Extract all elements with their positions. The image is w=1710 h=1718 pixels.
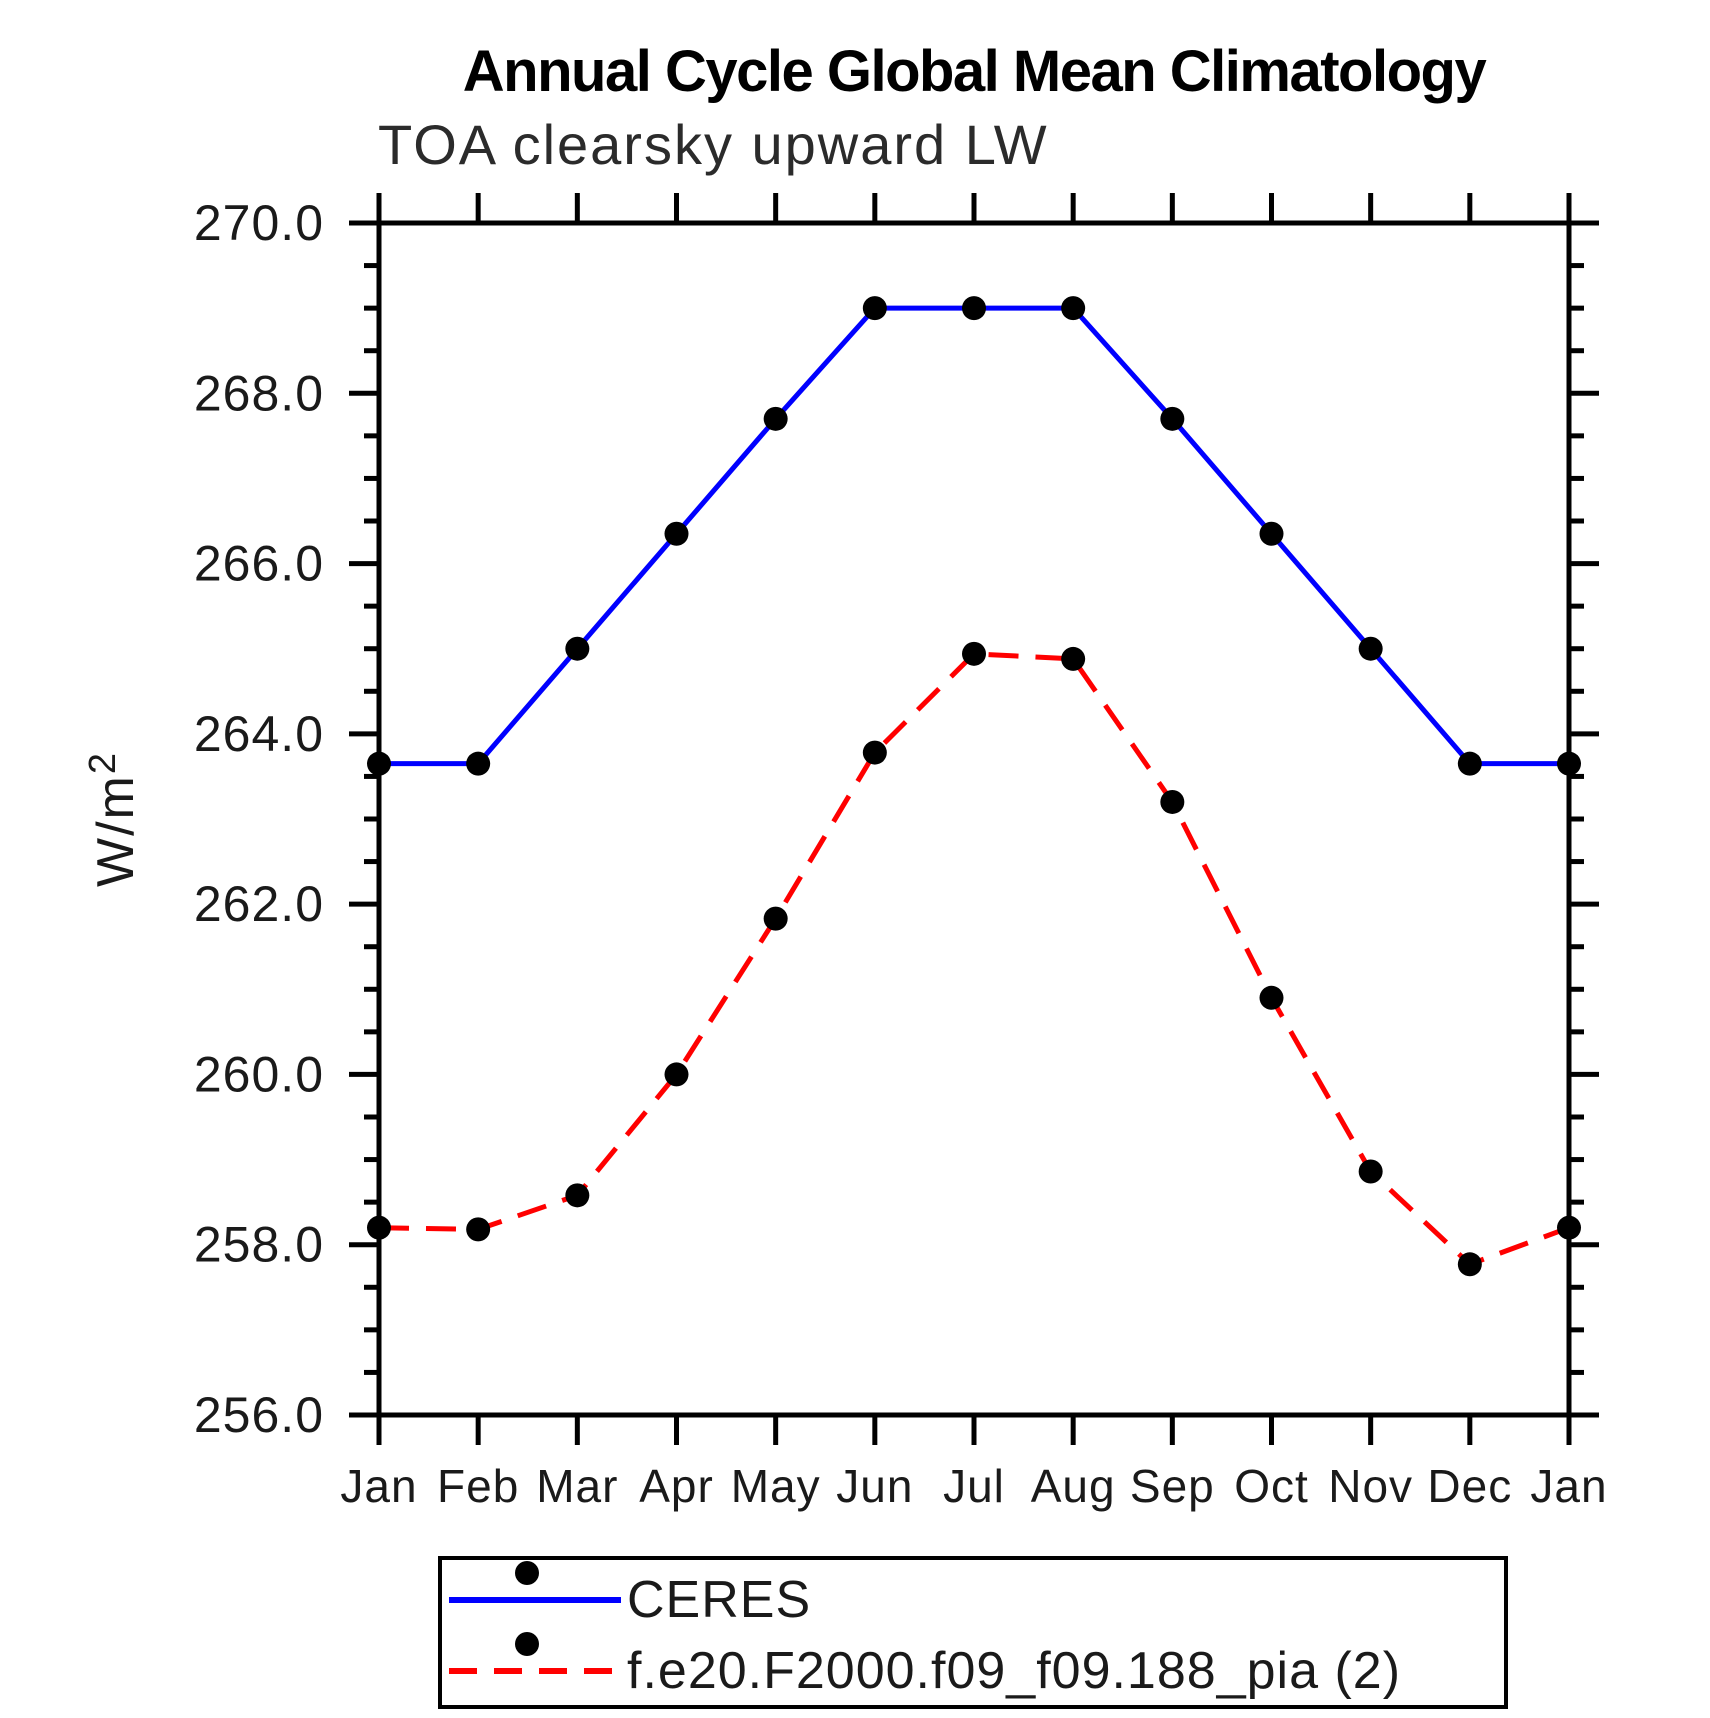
y-axis-tick-label: 266.0 [194, 536, 324, 592]
data-point-0 [1557, 751, 1581, 776]
data-point-1 [664, 1062, 689, 1087]
y-axis-tick-label: 270.0 [194, 195, 324, 251]
series-line-0 [379, 305, 1569, 767]
y-axis-tick-label: 262.0 [194, 876, 324, 932]
data-point-1 [1358, 1159, 1383, 1184]
y-axis-tick-label: 268.0 [194, 365, 324, 421]
x-axis-tick-label: May [731, 1460, 821, 1512]
data-point-0 [1457, 751, 1482, 776]
x-axis-tick-label: Aug [1031, 1460, 1116, 1512]
series-line-1 [378, 651, 1570, 1268]
x-axis-tick-label: Oct [1234, 1460, 1309, 1512]
legend-marker-dot-icon [515, 1561, 539, 1585]
legend: CERES f.e20.F2000.f09_f09.188_pia (2) [438, 1556, 1508, 1709]
data-point-1 [763, 906, 788, 931]
y-axis-tick-label: 264.0 [194, 706, 324, 762]
data-point-0 [862, 296, 887, 321]
y-axis-tick-label: 258.0 [194, 1217, 324, 1273]
data-point-0 [1259, 521, 1284, 546]
data-point-0 [367, 751, 391, 776]
data-point-1 [962, 641, 986, 666]
data-point-1 [1160, 789, 1185, 814]
data-point-1 [1259, 985, 1284, 1010]
data-point-1 [862, 740, 887, 765]
data-point-1 [1061, 646, 1086, 671]
x-axis-tick-label: Jul [943, 1460, 1005, 1512]
data-point-1 [565, 1183, 590, 1208]
x-axis-tick-label: Jan [1530, 1460, 1607, 1512]
data-point-0 [664, 521, 689, 546]
y-axis-tick-label: 256.0 [194, 1387, 324, 1443]
data-point-0 [565, 636, 590, 661]
data-point-0 [763, 406, 788, 431]
x-axis-tick-label: Mar [536, 1460, 618, 1512]
data-point-0 [1160, 406, 1185, 431]
x-axis-tick-label: Jun [836, 1460, 913, 1512]
data-point-1 [367, 1215, 391, 1240]
legend-item-model: f.e20.F2000.f09_f09.188_pia (2) [442, 1632, 1504, 1701]
legend-item-ceres: CERES [442, 1561, 1504, 1630]
data-point-0 [466, 751, 491, 776]
data-point-0 [962, 296, 986, 321]
y-axis-tick-label: 260.0 [194, 1046, 324, 1102]
data-point-0 [1061, 296, 1086, 321]
legend-line-dashed-icon [449, 1668, 621, 1674]
x-axis-tick-label: Sep [1130, 1460, 1215, 1512]
x-axis-tick-label: Dec [1427, 1460, 1512, 1512]
x-axis-tick-label: Jan [340, 1460, 417, 1512]
legend-label-ceres: CERES [627, 1571, 812, 1629]
data-point-0 [1358, 636, 1383, 661]
legend-label-model: f.e20.F2000.f09_f09.188_pia (2) [627, 1642, 1402, 1700]
data-point-1 [1557, 1215, 1581, 1240]
y-axis-label: W/m2 [82, 751, 145, 887]
legend-marker-dot-icon [515, 1632, 539, 1656]
data-point-1 [466, 1217, 491, 1242]
x-axis-tick-label: Nov [1328, 1460, 1413, 1512]
chart-subtitle: TOA clearsky upward LW [378, 113, 1049, 176]
legend-line-solid-icon [449, 1597, 621, 1603]
x-axis-tick-label: Apr [639, 1460, 714, 1512]
x-axis-tick-label: Feb [437, 1460, 519, 1512]
plot-frame [376, 220, 1572, 1418]
data-point-1 [1457, 1252, 1482, 1277]
chart-title: Annual Cycle Global Mean Climatology [462, 39, 1487, 104]
